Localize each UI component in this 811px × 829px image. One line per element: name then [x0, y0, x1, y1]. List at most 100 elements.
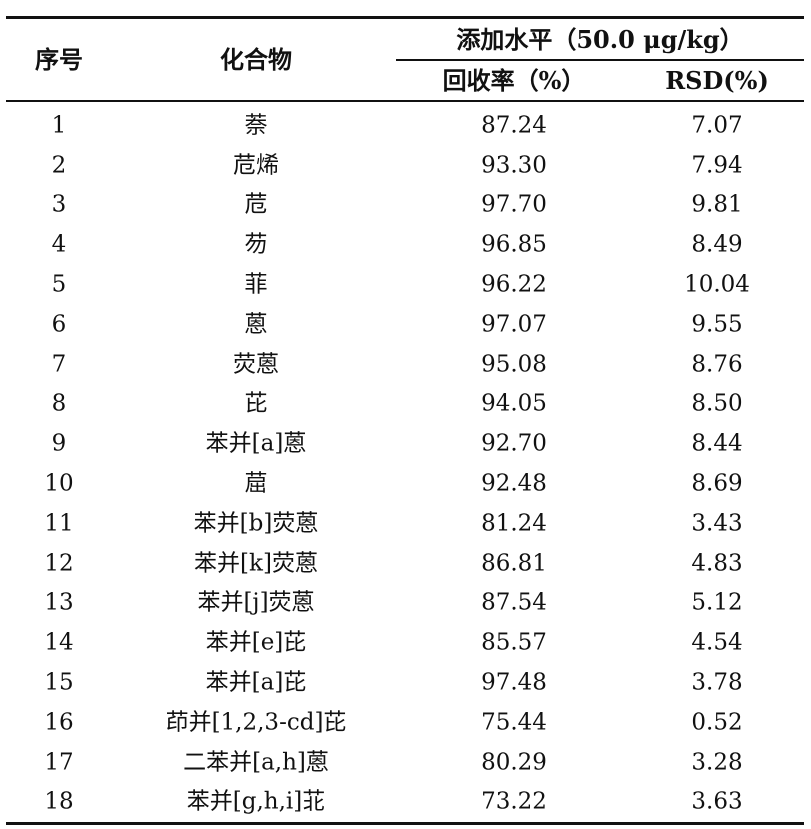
- cell-compound: 芴: [244, 231, 268, 258]
- table-row: 5 菲 96.22 10.04: [6, 265, 804, 305]
- cell-compound: 苯并[b]荧蒽: [193, 510, 319, 537]
- header-spike-level: 添加水平（50.0 μg/kg）: [456, 25, 744, 54]
- table-row: 11 苯并[b]荧蒽 81.24 3.43: [6, 504, 804, 544]
- cell-recovery: 96.85: [481, 231, 547, 258]
- cell-rsd: 4.54: [691, 629, 743, 656]
- cell-recovery: 87.54: [481, 589, 547, 616]
- cell-rsd: 3.43: [691, 510, 743, 537]
- cell-compound: 萘: [244, 112, 268, 139]
- cell-seq: 8: [51, 390, 67, 417]
- cell-rsd: 3.63: [691, 788, 743, 815]
- cell-compound: 苯并[k]荧蒽: [194, 550, 318, 577]
- cell-compound: 荧蒽: [233, 351, 279, 378]
- cell-seq: 10: [44, 470, 74, 497]
- table-row: 15 苯并[a]芘 97.48 3.78: [6, 663, 804, 703]
- cell-seq: 4: [51, 231, 67, 258]
- table-row: 9 苯并[a]蒽 92.70 8.44: [6, 424, 804, 464]
- header-sub-rule: [396, 59, 804, 61]
- cell-recovery: 92.48: [481, 470, 547, 497]
- table-row: 10 䓛 92.48 8.69: [6, 464, 804, 504]
- header-rsd: RSD(%): [665, 66, 769, 95]
- cell-compound: 苊: [244, 191, 268, 218]
- table-row: 18 苯并[g,h,i]苝 73.22 3.63: [6, 783, 804, 823]
- cell-compound: 蒽: [244, 311, 268, 338]
- table-row: 1 萘 87.24 7.07: [6, 106, 804, 146]
- header-compound: 化合物: [220, 45, 292, 74]
- cell-seq: 16: [44, 709, 74, 736]
- cell-seq: 18: [44, 788, 74, 815]
- table-row: 13 苯并[j]荧蒽 87.54 5.12: [6, 584, 804, 624]
- cell-rsd: 7.94: [691, 152, 743, 179]
- table-row: 6 蒽 97.07 9.55: [6, 305, 804, 345]
- cell-rsd: 5.12: [691, 589, 743, 616]
- cell-recovery: 86.81: [481, 550, 547, 577]
- cell-compound: 二苯并[a,h]蒽: [183, 749, 329, 776]
- table-row: 14 苯并[e]芘 85.57 4.54: [6, 623, 804, 663]
- cell-recovery: 85.57: [481, 629, 547, 656]
- cell-seq: 12: [44, 550, 74, 577]
- table-body: 1 萘 87.24 7.07 2 苊烯 93.30 7.94 3 苊 97.70…: [6, 106, 804, 822]
- cell-recovery: 92.70: [481, 430, 547, 457]
- cell-recovery: 96.22: [481, 271, 547, 298]
- cell-seq: 3: [51, 191, 67, 218]
- cell-seq: 11: [44, 510, 74, 537]
- table-row: 7 荧蒽 95.08 8.76: [6, 345, 804, 385]
- cell-recovery: 97.07: [481, 311, 547, 338]
- cell-seq: 15: [44, 669, 74, 696]
- cell-seq: 1: [51, 112, 67, 139]
- cell-recovery: 95.08: [481, 351, 547, 378]
- cell-seq: 17: [44, 749, 74, 776]
- table-bottom-rule: [6, 822, 804, 825]
- cell-rsd: 3.28: [691, 749, 743, 776]
- table-row: 2 苊烯 93.30 7.94: [6, 146, 804, 186]
- table-top-rule: [6, 16, 804, 19]
- cell-recovery: 97.70: [481, 191, 547, 218]
- cell-compound: 茚并[1,2,3-cd]芘: [165, 709, 347, 736]
- cell-recovery: 80.29: [481, 749, 547, 776]
- cell-recovery: 81.24: [481, 510, 547, 537]
- table-row: 8 芘 94.05 8.50: [6, 385, 804, 425]
- cell-rsd: 8.49: [691, 231, 743, 258]
- cell-recovery: 75.44: [481, 709, 547, 736]
- cell-rsd: 3.78: [691, 669, 743, 696]
- cell-rsd: 10.04: [684, 271, 750, 298]
- header-seq: 序号: [35, 45, 83, 74]
- cell-recovery: 93.30: [481, 152, 547, 179]
- cell-compound: 苯并[e]芘: [205, 629, 307, 656]
- cell-compound: 苯并[a]蒽: [205, 430, 307, 457]
- cell-rsd: 8.50: [691, 390, 743, 417]
- cell-compound: 苯并[j]荧蒽: [197, 589, 315, 616]
- cell-rsd: 9.81: [691, 191, 743, 218]
- cell-seq: 5: [51, 271, 67, 298]
- cell-compound: 苯并[a]芘: [205, 669, 307, 696]
- cell-rsd: 8.76: [691, 351, 743, 378]
- cell-rsd: 4.83: [691, 550, 743, 577]
- table-row: 17 二苯并[a,h]蒽 80.29 3.28: [6, 743, 804, 783]
- cell-rsd: 9.55: [691, 311, 743, 338]
- table-row: 4 芴 96.85 8.49: [6, 225, 804, 265]
- cell-seq: 9: [51, 430, 67, 457]
- cell-recovery: 94.05: [481, 390, 547, 417]
- cell-seq: 14: [44, 629, 74, 656]
- cell-rsd: 0.52: [691, 709, 743, 736]
- table-row: 3 苊 97.70 9.81: [6, 186, 804, 226]
- cell-compound: 芘: [244, 390, 268, 417]
- cell-compound: 苯并[g,h,i]苝: [186, 788, 326, 815]
- cell-rsd: 8.69: [691, 470, 743, 497]
- cell-compound: 菲: [244, 271, 268, 298]
- cell-recovery: 87.24: [481, 112, 547, 139]
- table-row: 12 苯并[k]荧蒽 86.81 4.83: [6, 544, 804, 584]
- cell-seq: 7: [51, 351, 67, 378]
- cell-compound: 䓛: [244, 470, 268, 497]
- cell-seq: 6: [51, 311, 67, 338]
- cell-seq: 2: [51, 152, 67, 179]
- cell-rsd: 7.07: [691, 112, 743, 139]
- header-bottom-rule: [6, 100, 804, 102]
- header-recovery: 回收率（%）: [442, 66, 586, 95]
- table-row: 16 茚并[1,2,3-cd]芘 75.44 0.52: [6, 703, 804, 743]
- cell-compound: 苊烯: [233, 152, 279, 179]
- cell-seq: 13: [44, 589, 74, 616]
- cell-recovery: 73.22: [481, 788, 547, 815]
- cell-recovery: 97.48: [481, 669, 547, 696]
- cell-rsd: 8.44: [691, 430, 743, 457]
